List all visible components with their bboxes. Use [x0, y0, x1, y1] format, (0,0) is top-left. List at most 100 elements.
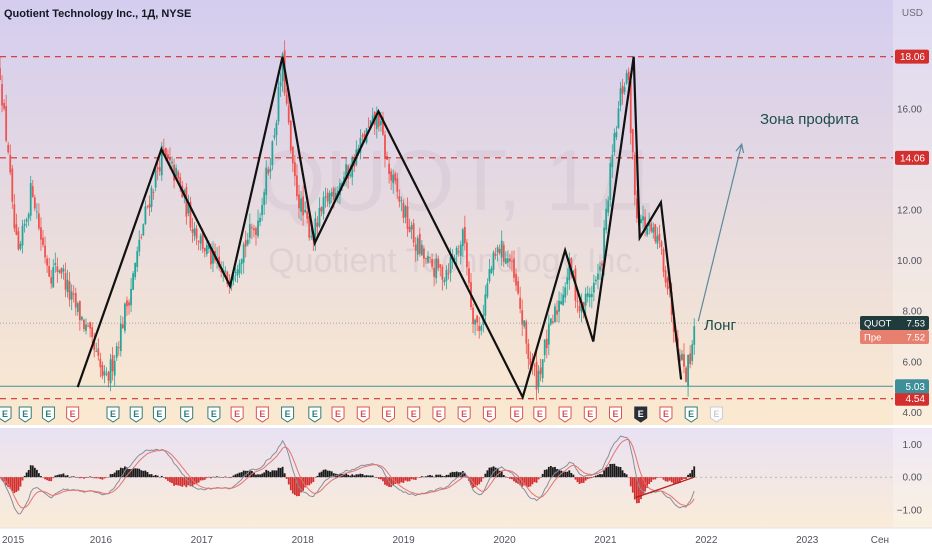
time-tick-label: 2021 — [594, 535, 617, 546]
osc-histogram-bar — [263, 472, 266, 478]
osc-histogram-bar — [541, 473, 544, 478]
earnings-marker-letter: E — [461, 409, 467, 419]
candle-body — [11, 168, 14, 202]
candle-body — [572, 271, 575, 273]
candle-body — [502, 244, 505, 262]
osc-histogram-bar — [365, 475, 368, 478]
candle-body — [64, 272, 67, 290]
osc-histogram-bar — [447, 474, 450, 478]
osc-histogram-bar — [662, 477, 665, 480]
osc-histogram-bar — [373, 477, 376, 478]
candle-body — [537, 370, 540, 386]
candle-body — [109, 359, 112, 384]
candle-body — [74, 292, 77, 308]
osc-histogram-bar — [629, 477, 632, 487]
candle-body — [144, 206, 147, 225]
osc-histogram-bar — [631, 477, 634, 493]
osc-histogram-bar — [314, 477, 317, 478]
earnings-marker-shape — [432, 406, 446, 423]
candle-body — [441, 266, 444, 280]
candle-body — [265, 167, 268, 195]
osc-histogram-bar — [11, 477, 14, 492]
osc-histogram-bar — [136, 468, 139, 478]
osc-histogram-bar — [676, 477, 679, 484]
osc-histogram-bar — [179, 477, 182, 486]
osc-histogram-bar — [240, 472, 243, 478]
earnings-marker-shape — [457, 406, 471, 423]
osc-histogram-bar — [308, 477, 311, 486]
osc-histogram-bar — [638, 477, 640, 504]
osc-histogram-bar — [25, 472, 28, 478]
osc-histogram-bar — [549, 465, 552, 478]
candle-body — [15, 224, 18, 235]
candle-body — [379, 120, 382, 125]
earnings-marker-shape — [180, 406, 194, 423]
osc-histogram-bar — [597, 474, 599, 478]
candle-body — [142, 224, 145, 236]
candle-body — [457, 251, 460, 253]
candle-body — [693, 326, 696, 345]
candle-body — [678, 355, 681, 362]
candle-body — [0, 67, 1, 81]
candle-body — [40, 227, 42, 240]
candle-body — [398, 196, 401, 202]
osc-histogram-bar — [386, 477, 388, 486]
earnings-marker: E — [207, 406, 221, 423]
candle-body — [107, 371, 110, 381]
osc-histogram-bar — [316, 475, 319, 478]
osc-histogram-bar — [44, 477, 46, 480]
price-tick-label: 6.00 — [903, 357, 923, 368]
osc-histogram-bar — [656, 477, 659, 478]
osc-histogram-bar — [466, 477, 468, 478]
candle-body — [504, 258, 507, 264]
candle-body — [25, 219, 28, 222]
earnings-marker-letter: E — [486, 409, 492, 419]
osc-histogram-bar — [603, 470, 606, 478]
candle-body — [662, 248, 665, 272]
osc-histogram-bar — [189, 477, 192, 487]
osc-histogram-bar — [21, 477, 24, 481]
earnings-marker: E — [180, 406, 194, 423]
candle-body — [50, 277, 53, 284]
pre-price-name: Пре — [864, 333, 881, 344]
candle-body — [277, 86, 280, 122]
osc-histogram-bar — [169, 477, 171, 483]
earnings-marker-shape — [308, 406, 322, 423]
osc-histogram-bar — [537, 477, 540, 480]
candle-body — [654, 224, 657, 242]
osc-histogram-bar — [232, 475, 235, 478]
candle-body — [496, 247, 499, 253]
earnings-marker-letter: E — [234, 409, 240, 419]
candle-body — [468, 268, 470, 283]
osc-histogram-bar — [509, 477, 511, 479]
osc-histogram-bar — [361, 474, 364, 478]
earnings-marker: E — [609, 406, 623, 423]
projection-arrow — [697, 142, 745, 322]
candle-body — [660, 241, 663, 248]
candle-body — [269, 168, 272, 172]
osc-histogram-bar — [138, 468, 141, 478]
osc-histogram-bar — [590, 477, 593, 479]
osc-histogram-bar — [33, 467, 36, 478]
candle-body — [298, 194, 300, 209]
osc-histogram-bar — [500, 471, 503, 478]
osc-histogram-bar — [607, 466, 610, 478]
candle-body — [58, 270, 61, 273]
osc-histogram-bar — [279, 467, 282, 478]
osc-histogram-bar — [552, 467, 554, 478]
osc-histogram-bar — [402, 477, 405, 483]
candle-body — [189, 201, 192, 228]
pane-separator[interactable] — [0, 425, 932, 428]
osc-histogram-bar — [494, 467, 497, 478]
candle-body — [549, 318, 552, 325]
osc-histogram-bar — [455, 471, 458, 478]
osc-histogram-bar — [304, 477, 307, 488]
osc-histogram-bar — [611, 463, 614, 478]
osc-histogram-bar — [351, 474, 354, 478]
candle-body — [300, 198, 302, 212]
last-price-tag — [860, 316, 929, 331]
osc-histogram-bar — [236, 473, 239, 478]
candle-body — [19, 243, 22, 249]
earnings-marker-shape — [609, 406, 623, 423]
